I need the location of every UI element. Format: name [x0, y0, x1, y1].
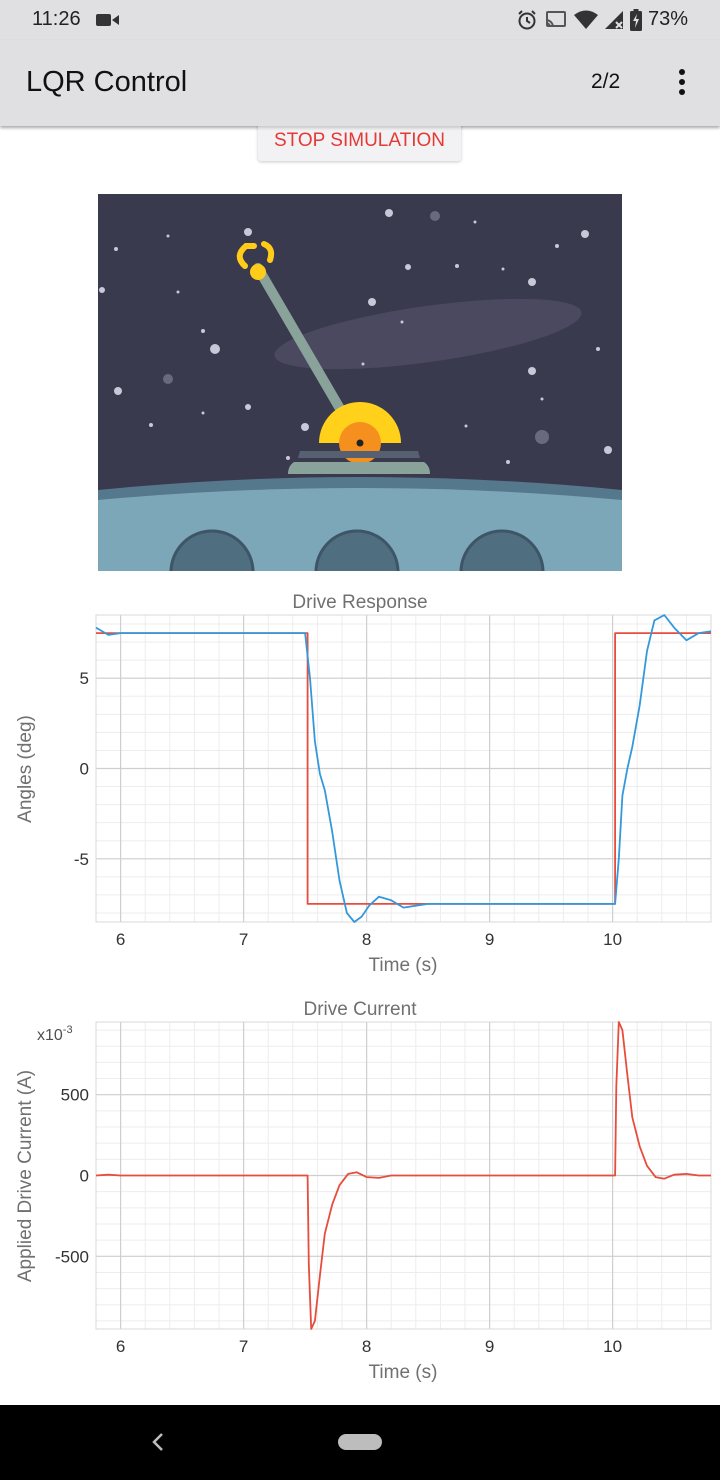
chart-series — [95, 1021, 711, 1330]
drive-response-chart: Drive Response 6 7 8 9 10 -5 0 5 Time (s) Angle… — [15, 592, 712, 976]
x-tick-label: 8 — [362, 930, 371, 949]
stars — [99, 209, 612, 464]
wifi-icon — [573, 10, 598, 29]
chart-ticks: 6 7 8 9 10 -500 0 500 — [55, 1086, 622, 1356]
claw-icon — [236, 241, 275, 280]
x-tick-label: 10 — [603, 1337, 622, 1356]
status-bar: 11:26 73% — [0, 0, 720, 40]
more-vert-icon[interactable] — [670, 67, 694, 97]
app-title-overlay: LQR Control — [26, 66, 188, 98]
app-bar-overlay — [0, 40, 720, 126]
alarm-icon — [518, 9, 536, 29]
simulation-canvas — [98, 194, 622, 571]
cast-icon — [545, 10, 566, 27]
drive-current-chart: Drive Current x10-3 6 7 8 9 10 -500 0 500 Time … — [15, 999, 712, 1383]
navigation-bar — [0, 1405, 720, 1480]
chart-series — [95, 614, 712, 923]
ground-portholes — [169, 529, 545, 571]
y-tick-label: 5 — [80, 669, 89, 688]
y-tick-label: -5 — [74, 850, 89, 869]
y-axis-label: Angles (deg) — [15, 715, 36, 823]
battery-icon — [629, 8, 642, 31]
battery-percent: 73% — [647, 8, 688, 30]
page-indicator-overlay: 2/2 — [591, 70, 621, 93]
arm-pivot — [356, 439, 364, 447]
home-pill[interactable] — [338, 1434, 382, 1450]
chart-grid — [95, 1021, 712, 1330]
back-icon[interactable] — [148, 1430, 168, 1454]
x-tick-label: 6 — [116, 930, 125, 949]
y-axis-label: Applied Drive Current (A) — [15, 1070, 36, 1282]
arm-base-plate — [298, 451, 420, 458]
x-tick-label: 8 — [362, 1337, 371, 1356]
scale-label-base: x10 — [37, 1027, 63, 1044]
chart-title: Drive Current — [304, 999, 418, 1020]
plot-frame — [95, 614, 712, 923]
y-tick-label: 0 — [80, 760, 89, 779]
nebula — [274, 298, 582, 370]
y-tick-label: -500 — [55, 1247, 89, 1266]
chart-ticks: 6 7 8 9 10 -5 0 5 — [74, 669, 622, 949]
x-tick-label: 10 — [603, 930, 622, 949]
x-tick-label: 7 — [239, 1337, 248, 1356]
y-tick-label: 0 — [80, 1167, 89, 1186]
x-tick-label: 7 — [239, 930, 248, 949]
series-line-1 — [95, 614, 712, 923]
status-icons: 73% — [516, 8, 688, 31]
scale-label: x10-3 — [37, 1024, 73, 1044]
series-line-0 — [95, 1021, 711, 1330]
x-axis-label: Time (s) — [369, 955, 438, 976]
chart-grid — [95, 614, 712, 923]
x-axis-label: Time (s) — [369, 1362, 438, 1383]
video-camera-icon — [96, 11, 120, 34]
scale-label-exponent: -3 — [63, 1024, 73, 1036]
y-tick-label: 500 — [61, 1086, 89, 1105]
signal-icon — [604, 10, 623, 29]
robot-arm — [236, 241, 430, 474]
x-tick-label: 6 — [116, 1337, 125, 1356]
x-tick-label: 9 — [485, 930, 494, 949]
arm-base-mount — [288, 462, 430, 474]
status-time: 11:26 — [32, 8, 81, 30]
x-tick-label: 9 — [485, 1337, 494, 1356]
chart-title: Drive Response — [292, 592, 427, 613]
